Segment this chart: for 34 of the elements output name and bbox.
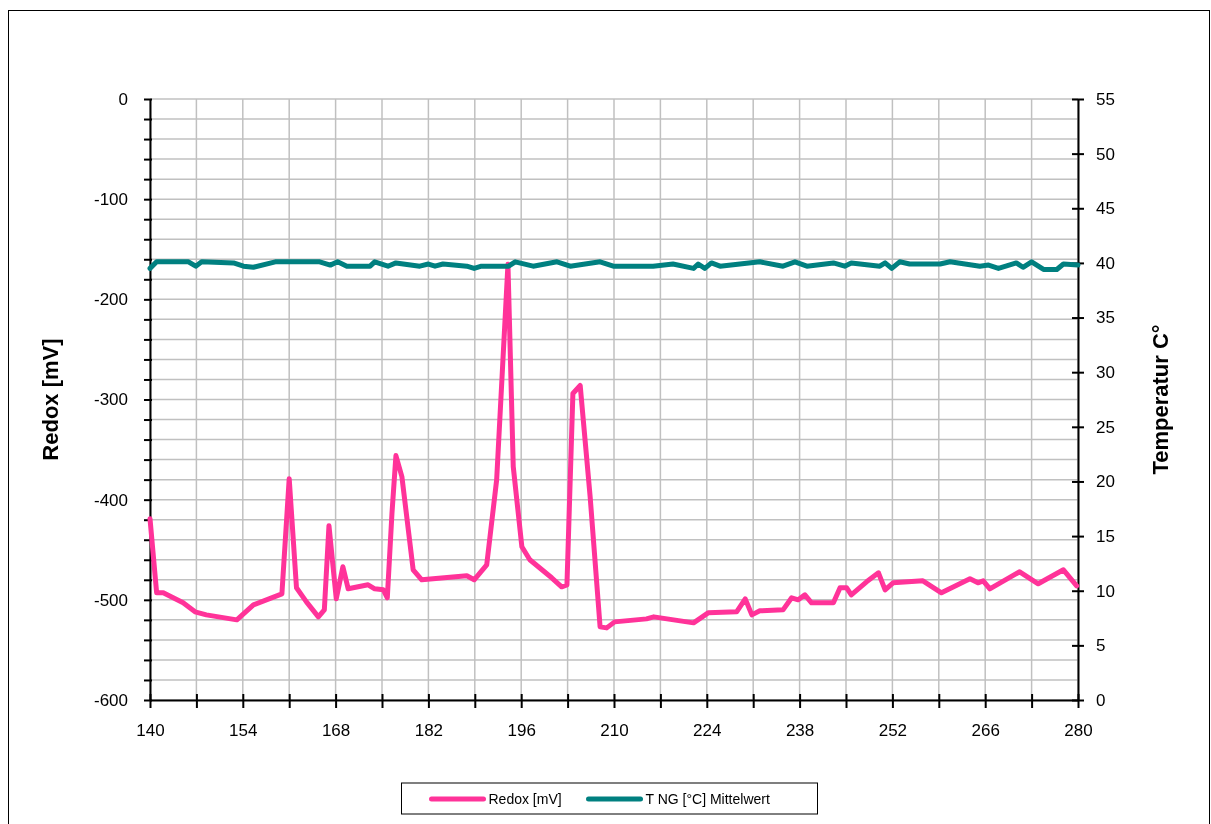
x-tick-label: 196: [507, 721, 536, 741]
x-tick-label: 252: [878, 721, 908, 741]
y2-tick-label: 50: [1096, 144, 1115, 164]
x-tick-label: 182: [414, 721, 444, 741]
y2-tick-label: 55: [1096, 89, 1115, 109]
y2-tick-label: 20: [1096, 472, 1115, 492]
x-tick-label: 140: [136, 721, 165, 741]
legend-label: Redox [mV]: [488, 791, 562, 807]
y-tick-label: -600: [93, 690, 128, 710]
y-axis-title: Redox [mV]: [38, 338, 63, 461]
y2-tick-label: 35: [1096, 308, 1115, 328]
y-tick-label: -500: [93, 590, 128, 610]
y2-tick-label: 15: [1096, 527, 1115, 547]
x-tick-label: 280: [1064, 721, 1093, 741]
x-tick-label: 266: [971, 721, 1000, 741]
y2-tick-label: 40: [1096, 253, 1115, 273]
x-tick-label: 154: [229, 721, 258, 741]
y2-tick-label: 0: [1096, 690, 1106, 710]
y-tick-label: -200: [93, 290, 128, 310]
y-tick-label: -100: [93, 190, 128, 210]
y2-tick-label: 30: [1096, 363, 1115, 383]
y-tick-label: -400: [93, 490, 128, 510]
y2-tick-label: 10: [1096, 581, 1115, 601]
x-tick-label: 168: [321, 721, 351, 741]
y2-tick-label: 45: [1096, 199, 1115, 219]
y-tick-label: 0: [118, 89, 128, 109]
x-tick-label: 238: [785, 721, 815, 741]
x-tick-label: 224: [693, 721, 722, 741]
y2-axis-title: Temperatur C°: [1148, 324, 1173, 475]
y2-tick-label: 25: [1096, 417, 1115, 437]
y-tick-label: -300: [93, 390, 128, 410]
legend-label: T NG [°C] Mittelwert: [645, 791, 770, 807]
y2-tick-label: 5: [1096, 636, 1106, 656]
x-tick-label: 210: [600, 721, 629, 741]
